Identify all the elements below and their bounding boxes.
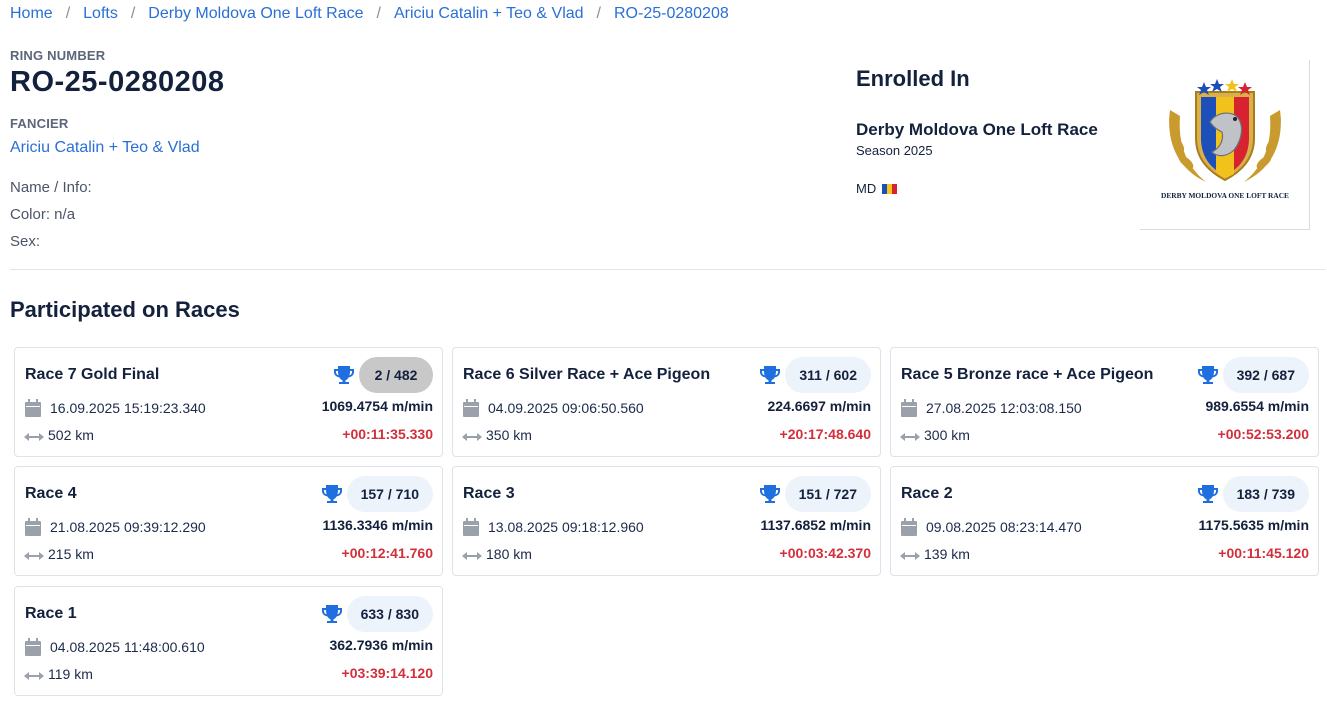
distance-arrows-icon (900, 429, 920, 441)
logo-text: DERBY MOLDOVA ONE LOFT RACE (1161, 191, 1289, 200)
race-speed: 1069.4754 m/min (321, 398, 433, 414)
race-distance: 350 km (486, 427, 532, 443)
sex-line: Sex: (10, 233, 41, 250)
ring-number-label: RING NUMBER (10, 48, 106, 63)
race-time-delta: +00:52:53.200 (1217, 426, 1309, 442)
race-distance: 502 km (48, 427, 94, 443)
trophy-icon (1197, 365, 1219, 385)
rank-badge: 151 / 727 (784, 476, 871, 512)
race-time-delta: +00:12:41.760 (341, 545, 433, 561)
calendar-icon (25, 638, 41, 656)
page-title: RO-25-0280208 (10, 66, 225, 98)
breadcrumb: Home / Lofts / Derby Moldova One Loft Ra… (10, 5, 729, 23)
race-time-delta: +00:11:35.330 (342, 426, 433, 442)
calendar-icon (901, 399, 917, 417)
race-distance: 139 km (924, 546, 970, 562)
fancier-link[interactable]: Ariciu Catalin + Teo & Vlad (10, 139, 200, 156)
race-distance: 180 km (486, 546, 532, 562)
distance-arrows-icon (24, 548, 44, 560)
race-title[interactable]: Race 2 (901, 485, 953, 502)
breadcrumb-separator: / (376, 5, 381, 22)
race-card[interactable]: Race 1 633 / 830 04.08.2025 11:48:00.610 36… (14, 586, 443, 696)
race-speed: 1137.6852 m/min (760, 517, 871, 533)
breadcrumb-separator: / (130, 5, 136, 22)
distance-arrows-icon (24, 668, 44, 680)
rank-badge: 2 / 482 (359, 357, 433, 393)
race-distance: 300 km (924, 427, 970, 443)
race-card[interactable]: Race 4 157 / 710 21.08.2025 09:39:12.290 11… (14, 466, 443, 576)
race-card[interactable]: Race 6 Silver Race + Ace Pigeon 311 / 602… (452, 347, 881, 457)
color-line: Color: n/a (10, 206, 76, 223)
race-distance: 119 km (48, 666, 93, 682)
breadcrumb-home[interactable]: Home (10, 5, 53, 22)
distance-arrows-icon (462, 429, 482, 441)
rank-badge: 392 / 687 (1222, 357, 1309, 393)
race-card[interactable]: Race 2 183 / 739 09.08.2025 08:23:14.470 11… (890, 466, 1319, 576)
race-title[interactable]: Race 7 Gold Final (25, 366, 160, 383)
race-speed: 1136.3346 m/min (322, 517, 433, 533)
race-speed: 224.6697 m/min (767, 398, 871, 414)
race-title[interactable]: Race 3 (463, 485, 515, 502)
race-time-delta: +20:17:48.640 (779, 426, 871, 442)
race-title[interactable]: Race 5 Bronze race + Ace Pigeon (901, 366, 1154, 383)
moldova-flag-icon (882, 183, 898, 194)
race-time-delta: +00:03:42.370 (779, 545, 871, 561)
race-title[interactable]: Race 1 (25, 605, 77, 622)
country-code: MD (856, 181, 877, 196)
enrolled-title: Enrolled In (856, 66, 970, 91)
distance-arrows-icon (24, 429, 44, 441)
breadcrumb-separator: / (596, 5, 601, 22)
rank-badge: 633 / 830 (346, 596, 433, 632)
race-speed: 362.7936 m/min (329, 637, 433, 653)
breadcrumb-race[interactable]: Derby Moldova One Loft Race (148, 5, 364, 22)
race-logo: DERBY MOLDOVA ONE LOFT RACE (1140, 60, 1310, 230)
race-date: 21.08.2025 09:39:12.290 (50, 519, 206, 535)
race-card[interactable]: Race 5 Bronze race + Ace Pigeon 392 / 687… (890, 347, 1319, 457)
rank-badge: 183 / 739 (1222, 476, 1309, 512)
trophy-icon (759, 484, 781, 504)
fancier-label: FANCIER (10, 116, 69, 131)
trophy-icon (1197, 484, 1219, 504)
race-time-delta: +00:11:45.120 (1218, 545, 1309, 561)
enrolled-race-name: Derby Moldova One Loft Race (856, 120, 1098, 139)
race-speed: 989.6554 m/min (1205, 398, 1309, 414)
breadcrumb-separator: / (65, 5, 71, 22)
race-date: 27.08.2025 12:03:08.150 (926, 400, 1082, 416)
race-date: 16.09.2025 15:19:23.340 (50, 400, 206, 416)
breadcrumb-lofts[interactable]: Lofts (83, 5, 118, 22)
calendar-icon (25, 518, 41, 536)
distance-arrows-icon (462, 548, 482, 560)
calendar-icon (463, 399, 479, 417)
rank-badge: 157 / 710 (346, 476, 433, 512)
race-title[interactable]: Race 4 (25, 485, 77, 502)
distance-arrows-icon (900, 548, 920, 560)
race-date: 04.08.2025 11:48:00.610 (50, 639, 205, 655)
race-card[interactable]: Race 7 Gold Final 2 / 482 16.09.2025 15:19… (14, 347, 443, 457)
divider (10, 269, 1325, 270)
race-card[interactable]: Race 3 151 / 727 13.08.2025 09:18:12.960 11… (452, 466, 881, 576)
races-section-title: Participated on Races (10, 297, 240, 322)
rank-badge: 311 / 602 (785, 357, 871, 393)
trophy-icon (333, 365, 355, 385)
trophy-icon (321, 604, 343, 624)
name-info-line: Name / Info: (10, 179, 92, 196)
calendar-icon (25, 399, 41, 417)
trophy-icon (321, 484, 343, 504)
race-speed: 1175.5635 m/min (1198, 517, 1309, 533)
breadcrumb-fancier[interactable]: Ariciu Catalin + Teo & Vlad (393, 5, 584, 22)
calendar-icon (901, 518, 917, 536)
race-time-delta: +03:39:14.120 (341, 665, 433, 681)
race-date: 13.08.2025 09:18:12.960 (488, 519, 644, 535)
breadcrumb-ring[interactable]: RO-25-0280208 (614, 5, 729, 22)
calendar-icon (463, 518, 479, 536)
enrolled-season: Season 2025 (856, 143, 933, 158)
race-title[interactable]: Race 6 Silver Race + Ace Pigeon (463, 366, 711, 383)
race-date: 04.09.2025 09:06:50.560 (488, 400, 644, 416)
race-distance: 215 km (48, 546, 94, 562)
race-date: 09.08.2025 08:23:14.470 (926, 519, 1082, 535)
race-logo-image: DERBY MOLDOVA ONE LOFT RACE (1161, 79, 1289, 200)
enrolled-country: MD (856, 181, 898, 196)
trophy-icon (759, 365, 781, 385)
